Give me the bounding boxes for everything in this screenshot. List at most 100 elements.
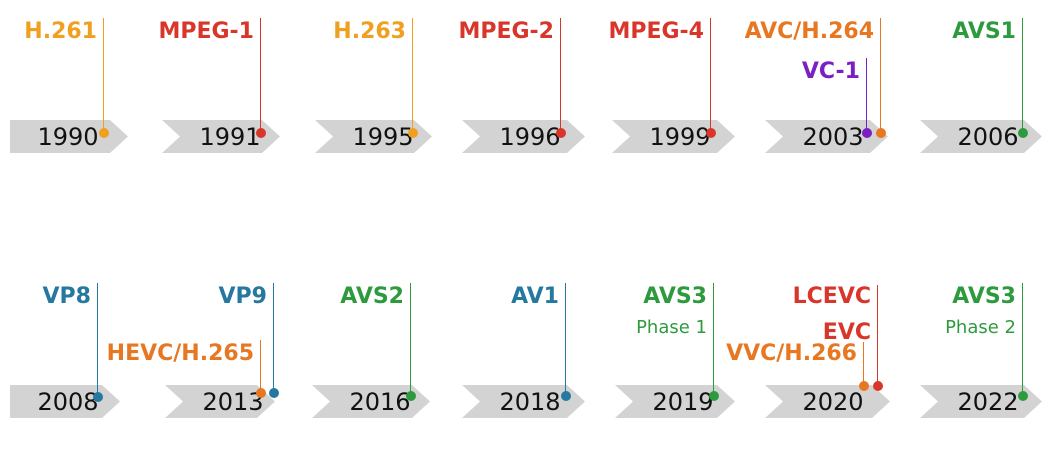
leader-line xyxy=(103,18,104,133)
codec-name: EVC xyxy=(822,320,871,345)
year-label: 1995 xyxy=(352,123,414,151)
leader-line xyxy=(1022,283,1023,396)
leader-line xyxy=(877,285,878,386)
codec-name: H.261 xyxy=(24,19,97,44)
timeline-arrow xyxy=(765,120,888,153)
leader-line xyxy=(410,283,411,396)
codec-phase: Phase 2 xyxy=(945,317,1016,338)
codec-name: VP8 xyxy=(42,284,91,309)
codec-label: AVS1 xyxy=(952,19,1016,45)
year-label: 2003 xyxy=(802,123,864,151)
leader-line xyxy=(260,340,261,393)
timeline-arrow xyxy=(10,120,128,153)
codec-label: AVS2 xyxy=(340,284,404,310)
codec-name: AV1 xyxy=(511,284,559,309)
milestone-dot xyxy=(555,128,566,138)
leader-line xyxy=(412,18,413,133)
codec-label: VC-1 xyxy=(802,59,860,85)
milestone-dot xyxy=(98,128,109,138)
codec-label: VP9 xyxy=(219,284,267,310)
codec-label: MPEG-2 xyxy=(458,19,554,45)
codec-name: VVC/H.266 xyxy=(726,341,857,366)
year-label: 2013 xyxy=(202,388,264,416)
milestone-dot xyxy=(875,128,886,138)
codec-label: MPEG-4 xyxy=(608,19,704,45)
timeline-arrow xyxy=(10,385,120,418)
year-label: 1996 xyxy=(499,123,561,151)
codec-name: H.263 xyxy=(333,19,406,44)
milestone-dot xyxy=(407,128,418,138)
leader-line xyxy=(713,283,714,396)
codec-name: HEVC/H.265 xyxy=(106,341,254,366)
codec-name: AVS3 xyxy=(643,284,707,309)
leader-line xyxy=(565,283,566,396)
codec-label: H.263 xyxy=(333,19,406,45)
milestone-dot xyxy=(255,128,266,138)
milestone-dot xyxy=(708,391,719,401)
codec-name: MPEG-4 xyxy=(608,19,704,44)
milestone-dot xyxy=(872,381,883,391)
leader-line xyxy=(1022,18,1023,133)
year-label: 1999 xyxy=(649,123,711,151)
milestone-dot xyxy=(1017,391,1028,401)
codec-name: MPEG-2 xyxy=(458,19,554,44)
milestone-dot xyxy=(92,392,103,402)
milestone-dot xyxy=(861,128,872,138)
codec-name: AVC/H.264 xyxy=(744,19,874,44)
timeline-arrow xyxy=(312,385,430,418)
codec-label: VP8 xyxy=(43,284,91,310)
milestone-dot xyxy=(858,381,869,391)
milestone-dot xyxy=(268,388,279,398)
timeline-arrow xyxy=(162,120,280,153)
codec-name: LCEVC xyxy=(792,284,871,309)
leader-line xyxy=(97,283,98,397)
year-label: 2022 xyxy=(957,388,1019,416)
codec-phase: Phase 1 xyxy=(636,317,707,338)
codec-label: AVS3 Phase 2 xyxy=(945,284,1016,341)
codec-name: AVS3 xyxy=(952,284,1016,309)
leader-line xyxy=(273,283,274,393)
codec-name: MPEG-1 xyxy=(158,19,254,44)
leader-line xyxy=(560,18,561,133)
leader-line xyxy=(866,58,867,133)
codec-label: H.261 xyxy=(24,19,97,45)
timeline-arrow xyxy=(315,120,432,153)
milestone-dot xyxy=(405,391,416,401)
year-label: 2006 xyxy=(957,123,1019,151)
timeline-arrow xyxy=(920,120,1042,153)
codec-name: AVS1 xyxy=(952,19,1016,44)
year-label: 2016 xyxy=(349,388,411,416)
milestone-dot xyxy=(705,128,716,138)
codec-label: LCEVC EVC xyxy=(793,284,871,346)
codec-name: AVS2 xyxy=(340,284,404,309)
milestone-dot xyxy=(560,391,571,401)
codec-name: VC-1 xyxy=(801,59,860,84)
codec-label: MPEG-1 xyxy=(158,19,254,45)
timeline-arrow xyxy=(462,120,585,153)
timeline-arrow xyxy=(615,385,735,418)
year-label: 1991 xyxy=(199,123,261,151)
leader-line xyxy=(260,18,261,133)
year-label: 2020 xyxy=(802,388,864,416)
year-label: 2008 xyxy=(37,388,99,416)
leader-line xyxy=(863,342,864,386)
year-label: 2019 xyxy=(652,388,714,416)
leader-line xyxy=(880,18,881,133)
codec-label: AVC/H.264 xyxy=(745,19,874,45)
timeline-arrow xyxy=(462,385,585,418)
codec-label: VVC/H.266 xyxy=(726,341,857,367)
codec-name: VP9 xyxy=(218,284,267,309)
timeline-arrow xyxy=(612,120,735,153)
timeline-arrow xyxy=(165,385,275,418)
year-label: 2018 xyxy=(499,388,561,416)
leader-line xyxy=(710,18,711,133)
codec-label: AVS3 Phase 1 xyxy=(636,284,707,341)
codec-label: AV1 xyxy=(511,284,559,310)
timeline-arrow xyxy=(765,385,890,418)
year-label: 1990 xyxy=(37,123,99,151)
milestone-dot xyxy=(255,388,266,398)
timeline-arrow xyxy=(920,385,1042,418)
codec-label: HEVC/H.265 xyxy=(107,341,254,367)
milestone-dot xyxy=(1017,128,1028,138)
